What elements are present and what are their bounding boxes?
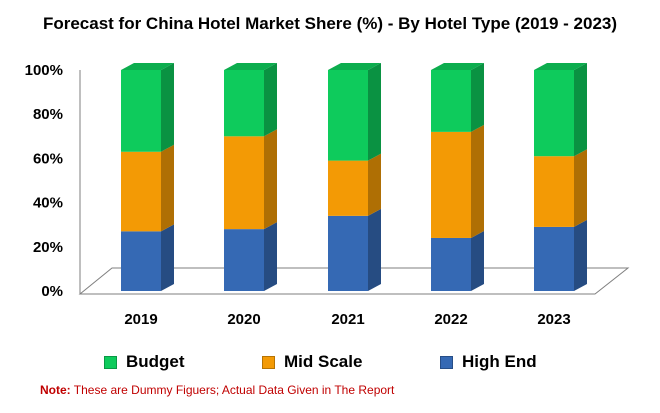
legend-label-budget: Budget (126, 352, 185, 371)
bar-high-end-2023 (534, 226, 574, 291)
footnote-prefix: Note: (40, 383, 71, 397)
bar-side-mid-scale-2023 (574, 149, 587, 227)
footnote: Note: These are Dummy Figuers; Actual Da… (40, 383, 394, 397)
legend-item-high-end: High End (440, 352, 537, 372)
legend-label-mid-scale: Mid Scale (284, 352, 363, 371)
bar-top-budget-2021 (328, 63, 381, 70)
footnote-text: These are Dummy Figuers; Actual Data Giv… (70, 383, 395, 397)
legend-label-high-end: High End (462, 352, 537, 371)
y-tick-label: 0% (41, 283, 63, 300)
bar-budget-2022 (431, 70, 471, 132)
y-tick-label: 20% (33, 239, 63, 256)
bar-mid-scale-2023 (534, 156, 574, 227)
chart-title: Forecast for China Hotel Market Shere (%… (42, 14, 618, 33)
bar-mid-scale-2021 (328, 160, 368, 216)
legend-swatch-budget (104, 355, 117, 369)
y-tick-label: 40% (33, 195, 63, 212)
bar-top-budget-2023 (534, 63, 587, 70)
x-tick-label: 2019 (124, 311, 157, 328)
bar-side-high-end-2021 (368, 208, 381, 291)
bar-side-mid-scale-2021 (368, 153, 381, 216)
bar-budget-2020 (224, 70, 264, 137)
bar-mid-scale-2019 (121, 151, 161, 232)
y-tick-label: 100% (25, 62, 63, 79)
x-tick-label: 2023 (537, 311, 570, 328)
bar-budget-2019 (121, 70, 161, 152)
y-tick-label: 60% (33, 150, 63, 167)
x-tick-label: 2022 (434, 311, 467, 328)
bar-high-end-2021 (328, 215, 368, 291)
bar-side-budget-2019 (161, 63, 174, 152)
stacked-bar-chart: 0% 20% 40% 60% 80% 100% 2019 2020 2021 2022 2023 (25, 62, 630, 328)
x-tick-label: 2020 (227, 311, 260, 328)
y-tick-label: 80% (33, 106, 63, 123)
bar-high-end-2022 (431, 237, 471, 291)
legend-swatch-mid-scale (262, 355, 275, 369)
bar-side-budget-2022 (471, 63, 484, 132)
bar-side-mid-scale-2020 (264, 129, 277, 230)
x-tick-label: 2021 (331, 311, 364, 328)
bar-top-budget-2019 (121, 63, 174, 70)
bar-mid-scale-2022 (431, 131, 471, 238)
bar-high-end-2020 (224, 229, 264, 291)
bar-side-budget-2021 (368, 63, 381, 161)
bar-side-mid-scale-2022 (471, 124, 484, 238)
bar-top-budget-2022 (431, 63, 484, 70)
bar-side-mid-scale-2019 (161, 144, 174, 232)
bar-budget-2021 (328, 70, 368, 161)
bar-side-budget-2023 (574, 63, 587, 157)
bar-side-high-end-2023 (574, 219, 587, 291)
bar-mid-scale-2020 (224, 136, 264, 230)
bar-side-high-end-2022 (471, 230, 484, 291)
bar-side-high-end-2019 (161, 224, 174, 291)
legend-item-mid-scale: Mid Scale (262, 352, 362, 372)
bar-budget-2023 (534, 70, 574, 157)
bar-side-budget-2020 (264, 63, 277, 137)
legend-item-budget: Budget (104, 352, 185, 372)
bar-high-end-2019 (121, 231, 161, 291)
legend-swatch-high-end (440, 355, 453, 369)
legend: Budget Mid Scale High End (0, 352, 660, 374)
bar-top-budget-2020 (224, 63, 277, 70)
bar-side-high-end-2020 (264, 222, 277, 291)
